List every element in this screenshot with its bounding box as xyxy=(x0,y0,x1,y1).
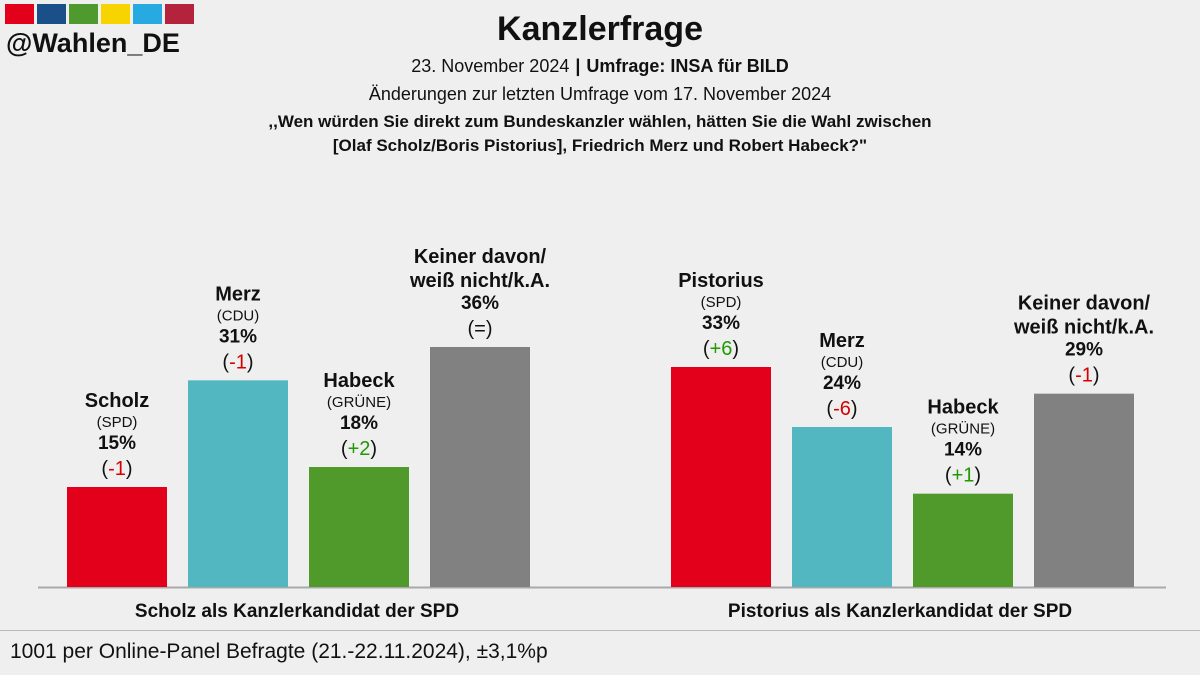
bar-change-label: (-1) xyxy=(101,458,132,480)
bar-name-label: Scholz xyxy=(85,390,149,412)
bar-name-label: Habeck xyxy=(323,370,395,392)
change-note: Änderungen zur letzten Umfrage vom 17. N… xyxy=(368,84,832,104)
bar-change-label: (+1) xyxy=(945,465,981,487)
bar-name-label-line-2: weiß nicht/k.A. xyxy=(409,270,550,292)
question-line-1: ,,Wen würden Sie direkt zum Bundeskanzle… xyxy=(268,112,932,131)
poll-date: 23. November 2024 xyxy=(411,56,570,76)
bar-merz xyxy=(792,427,892,587)
bar-party-label: (SPD) xyxy=(701,294,742,311)
bar-name-label: Habeck xyxy=(927,397,999,419)
poll-source: Umfrage: INSA für BILD xyxy=(586,56,789,76)
bar-keiner xyxy=(1034,393,1134,587)
bar-party-label: (SPD) xyxy=(97,414,138,431)
survey-question: ,,Wen würden Sie direkt zum Bundeskanzle… xyxy=(250,110,950,158)
bar-merz xyxy=(188,380,288,587)
question-line-2: [Olaf Scholz/Boris Pistorius], Friedrich… xyxy=(332,136,868,155)
brand-stripe-6 xyxy=(165,4,194,24)
footer-divider xyxy=(0,630,1200,631)
bar-change-label: (+2) xyxy=(341,438,377,460)
bar-keiner xyxy=(430,347,530,587)
bar-value-label: 33% xyxy=(702,313,740,334)
bar-party-label: (GRÜNE) xyxy=(327,393,391,411)
bar-change-label: (-6) xyxy=(826,398,857,420)
bar-value-label: 31% xyxy=(219,326,257,347)
subtitle-separator: | xyxy=(575,56,581,76)
bar-name-label: Pistorius xyxy=(678,270,764,292)
brand-stripe-5 xyxy=(133,4,162,24)
brand-stripe-3 xyxy=(69,4,98,24)
brand-stripe-1 xyxy=(5,4,34,24)
bar-value-label: 15% xyxy=(98,433,136,454)
bar-scholz xyxy=(67,487,167,587)
bar-party-label: (CDU) xyxy=(821,354,864,371)
footer-note: 1001 per Online-Panel Befragte (21.-22.1… xyxy=(10,640,548,663)
bar-party-label: (CDU) xyxy=(217,307,260,324)
chart-title: Kanzlerfrage xyxy=(497,10,703,48)
bar-party-label: (GRÜNE) xyxy=(931,420,995,438)
bar-pistorius xyxy=(671,367,771,587)
bar-name-label: Merz xyxy=(215,283,261,305)
bar-value-label: 36% xyxy=(461,293,499,314)
bar-habeck xyxy=(913,493,1013,587)
account-handle: @Wahlen_DE xyxy=(6,28,180,58)
bar-change-label: (-1) xyxy=(1068,365,1099,387)
bar-value-label: 18% xyxy=(340,413,378,434)
brand-stripes xyxy=(5,4,194,24)
bar-change-label: (-1) xyxy=(222,351,253,373)
brand-stripe-2 xyxy=(37,4,66,24)
bar-change-label: (+6) xyxy=(703,338,739,360)
bar-value-label: 14% xyxy=(944,440,982,461)
bar-name-label-line-2: weiß nicht/k.A. xyxy=(1013,317,1154,339)
bar-chart: (-1) 15% (SPD) Scholz (-1) 31% (CDU) Merz (+2) 18… xyxy=(38,246,1166,622)
bar-value-label: 29% xyxy=(1065,340,1103,361)
bar-name-label: Merz xyxy=(819,330,865,352)
group-label: Scholz als Kanzlerkandidat der SPD xyxy=(135,601,459,622)
bar-change-label: (=) xyxy=(467,318,492,340)
group-label: Pistorius als Kanzlerkandidat der SPD xyxy=(728,601,1072,622)
subtitle: 23. November 2024 | Umfrage: INSA für BILD xyxy=(0,56,1200,77)
bar-name-label-line-1: Keiner davon/ xyxy=(1018,293,1151,315)
brand-stripe-4 xyxy=(101,4,130,24)
bar-name-label-line-1: Keiner davon/ xyxy=(414,246,547,268)
bar-habeck xyxy=(309,467,409,587)
bar-value-label: 24% xyxy=(823,373,861,394)
